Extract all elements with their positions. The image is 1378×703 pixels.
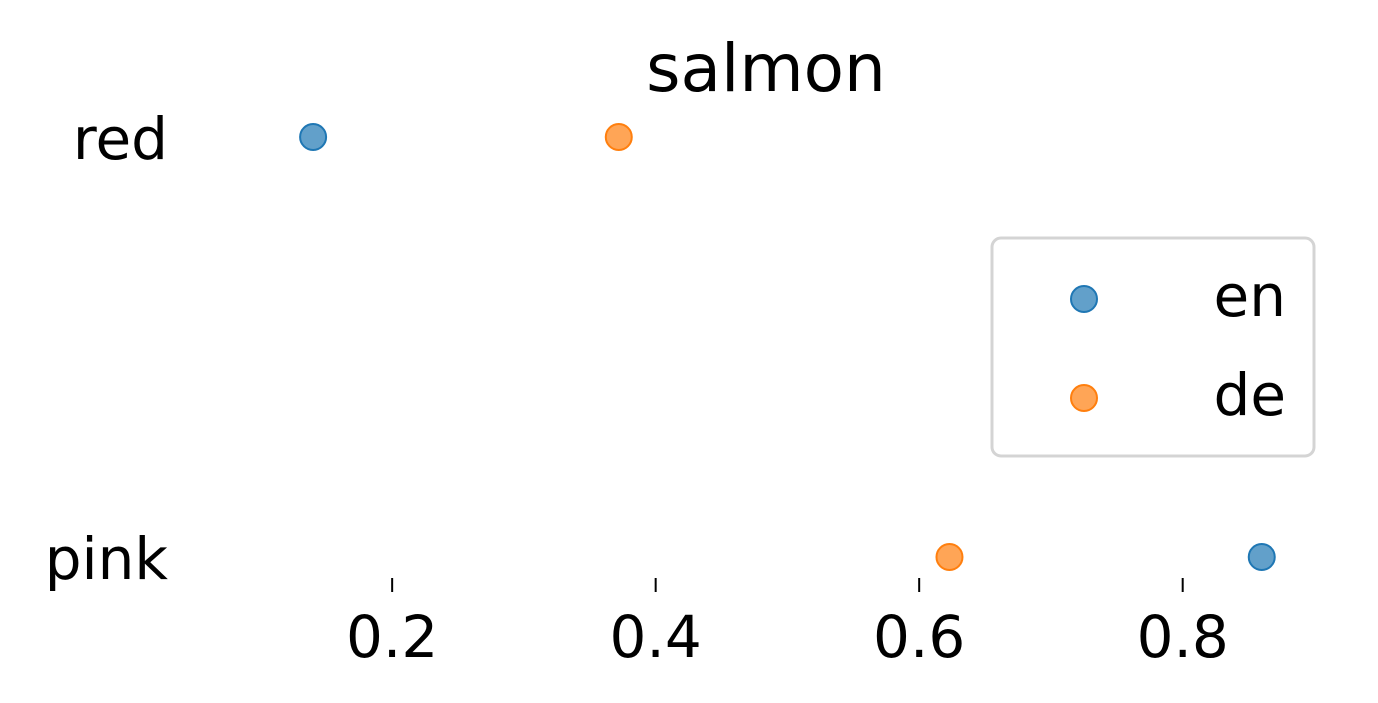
scatter-points	[299, 123, 1276, 571]
x-tick-label: 0.2	[346, 603, 438, 671]
chart-title: salmon	[646, 30, 886, 107]
y-label-red: red	[73, 105, 168, 173]
data-point-en-red	[299, 123, 328, 151]
legend: en de	[990, 236, 1316, 458]
data-point-de-pink	[935, 543, 964, 571]
legend-marker-de	[1070, 384, 1098, 412]
x-tick-label: 0.4	[610, 603, 702, 671]
legend-marker-en	[1070, 285, 1098, 313]
legend-label-en: en	[1214, 262, 1286, 330]
y-axis-labels: red pink	[45, 105, 169, 593]
data-point-de-red	[604, 123, 633, 151]
data-point-en-pink	[1247, 543, 1276, 571]
legend-label-de: de	[1214, 361, 1287, 429]
y-label-pink: pink	[45, 525, 169, 593]
x-axis-ticks: 0.2 0.4 0.6 0.8	[346, 578, 1229, 671]
x-tick-label: 0.6	[873, 603, 965, 671]
x-tick-label: 0.8	[1137, 603, 1229, 671]
